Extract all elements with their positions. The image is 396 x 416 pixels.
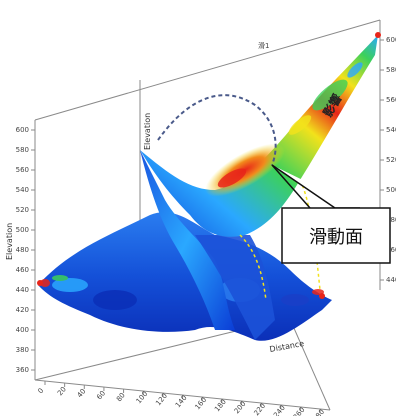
bottom-axis: 0 20 40 60 80 100 120 140 160 180 200 220 240 260 280 … — [36, 339, 326, 416]
bottom-axis-tick-label: 120 — [154, 392, 169, 407]
bottom-axis-tick-label: 20 — [56, 385, 68, 397]
bottom-axis-tick-label: 100 — [135, 390, 150, 405]
upper-green-patch — [312, 79, 348, 111]
bottom-axis-tick-label: 200 — [233, 400, 248, 415]
right-axis-tick-label: 520 — [386, 156, 396, 164]
endpoint-marker — [375, 32, 381, 38]
right-axis-tick-label: 440 — [386, 276, 396, 284]
upper-blue-patch — [347, 62, 363, 78]
lower-patch — [52, 275, 68, 281]
bottom-axis-tick-label: 260 — [292, 406, 307, 416]
callout-pointer-tail — [271, 164, 311, 209]
bottom-axis-tick-label: 280 — [311, 408, 326, 416]
left-axis-title: Elevation — [5, 223, 14, 260]
left-axis-tick-label: 400 — [16, 326, 29, 334]
frame-bottom-back-edge — [34, 329, 241, 381]
upper-yellow-patch — [288, 115, 312, 135]
right-axis-tick-label: 580 — [386, 66, 396, 74]
cross-section-surface — [140, 150, 235, 330]
slip-zone-core — [217, 168, 247, 188]
left-axis-tick-label: 420 — [16, 306, 29, 314]
left-axis: Elevation 600 580 560 540 520 500 480 460 440 420… — [5, 126, 35, 374]
bottom-axis-tick-label: 40 — [76, 387, 88, 399]
left-axis-tick-label: 440 — [16, 286, 29, 294]
left-axis-tick-label: 380 — [16, 346, 29, 354]
right-axis-tick-label: 460 — [386, 246, 396, 254]
lower-patch — [281, 294, 309, 306]
right-axis-ticks: 600 580 560 540 520 500 480 460 440 — [380, 36, 396, 284]
left-axis-tick-label: 360 — [16, 366, 29, 374]
bottom-axis-tick-label: 220 — [252, 402, 267, 416]
frame-top-edge — [34, 19, 381, 121]
bottom-axis-tick-label: 60 — [95, 389, 107, 401]
left-axis-tick-label: 540 — [16, 186, 29, 194]
left-axis-tick-label: 500 — [16, 226, 29, 234]
right-axis-tick-label: 540 — [386, 126, 396, 134]
left-axis-tick-label: 560 — [16, 166, 29, 174]
bottom-axis-tick-label: 160 — [194, 396, 209, 411]
left-axis-ticks: 600 580 560 540 520 500 480 460 440 420 400 380 360 — [16, 126, 35, 374]
left-axis-tick-label: 480 — [16, 246, 29, 254]
slip-surface-dashed-line — [157, 94, 277, 166]
boundary-dashed-line — [299, 179, 321, 291]
endpoint-marker — [319, 293, 325, 299]
right-axis-tick-label: 600 — [386, 36, 396, 44]
bottom-axis-tick-label: 0 — [36, 387, 45, 396]
callout-box — [281, 207, 391, 264]
lower-patch — [93, 290, 137, 310]
lower-patch — [40, 279, 50, 287]
upper-resistivity-surface — [140, 35, 378, 237]
left-axis-tick-label: 520 — [16, 206, 29, 214]
bottom-axis-ticks: 0 20 40 60 80 100 120 140 160 180 200 220 240 260 280 — [36, 381, 326, 416]
right-axis-tick-label: 500 — [386, 186, 396, 194]
bottom-axis-tick-label: 80 — [115, 391, 127, 403]
endpoint-marker — [37, 280, 43, 286]
bottom-axis-title: Distance — [269, 339, 305, 354]
left-axis-tick-label: 580 — [16, 146, 29, 154]
left-axis-tick-label: 460 — [16, 266, 29, 274]
boundary-dashed-line — [239, 234, 267, 301]
lower-patch — [52, 278, 88, 292]
top-label: 滑1 — [258, 41, 269, 50]
right-axis-tick-label: 560 — [386, 96, 396, 104]
bottom-axis-tick-label: 180 — [213, 398, 228, 413]
left-axis-tick-label: 600 — [16, 126, 29, 134]
cross-section-lower-wedge — [195, 235, 275, 340]
right-axis-tick-label: 480 — [386, 216, 396, 224]
bottom-axis-tick-label: 140 — [174, 394, 189, 409]
inner-axis-title: Elevation — [143, 113, 152, 150]
callout-label: 滑動面 — [309, 227, 363, 248]
